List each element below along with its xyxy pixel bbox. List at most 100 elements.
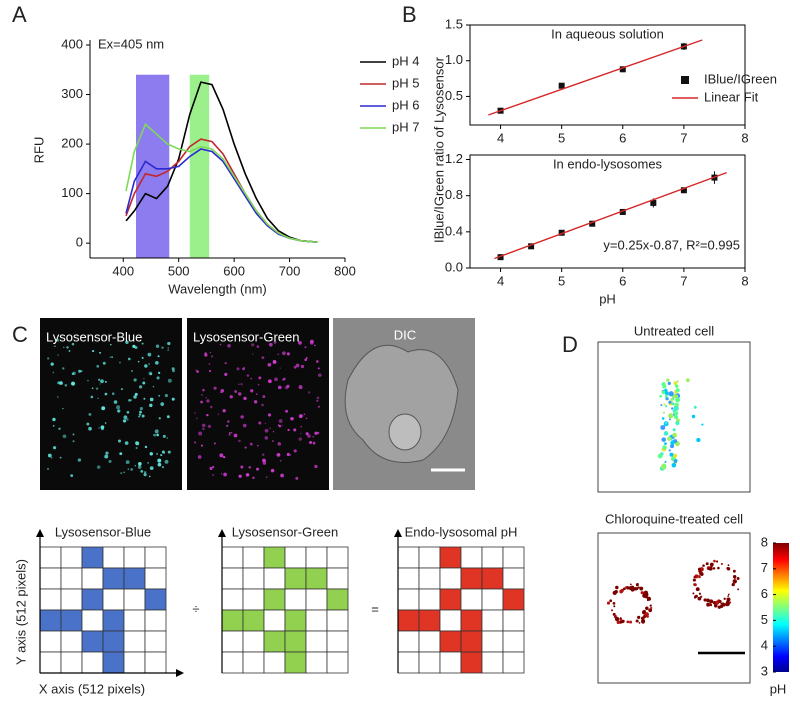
ph-dot [673,381,678,386]
speckle [70,474,74,478]
speckle [161,450,165,454]
speckle [317,367,320,370]
speckle [305,432,309,436]
speckle [219,453,224,458]
speckle [258,376,262,380]
pixel [242,546,265,569]
speckle [281,425,283,427]
ph-dot [736,577,740,580]
pixel [418,588,441,611]
legend-label: pH 4 [392,53,419,68]
speckle [117,439,122,443]
pixel [481,588,504,611]
pixel [60,567,83,590]
legend-label: pH 7 [392,119,419,134]
speckle [264,422,266,424]
pixel [481,546,504,569]
y-axis-caption: Y axis (512 pixels) [13,559,28,665]
ph-dot [693,405,697,409]
speckle [267,413,272,417]
micrograph: Lysosensor-Blue [40,318,182,490]
pixel [81,546,104,569]
pixel [418,609,441,632]
speckle [290,416,294,421]
speckle [152,385,155,388]
speckle [59,381,63,385]
pixel [123,651,146,674]
pixel [460,567,483,590]
pixel [39,609,62,632]
speckle [140,469,144,473]
speckle [228,433,231,436]
x-tick-label: 7 [680,273,687,288]
speckle [98,427,100,429]
ph-dot [664,442,667,446]
micrograph-label: Lysosensor-Green [193,329,299,344]
ph-dot [669,452,674,457]
ph-dot [626,620,630,624]
speckle [87,379,89,382]
y-tick-label: 0.5 [445,88,463,103]
spectrum-line [125,122,318,243]
x-tick-label: 6 [619,130,626,145]
pixel [221,567,244,590]
speckle [91,350,95,353]
x-tick-label: 5 [558,130,565,145]
pixel [60,630,83,653]
ph-dot [661,466,666,470]
speckle [62,407,64,410]
speckle [266,476,268,478]
speckle [202,388,205,392]
speckle [56,338,60,342]
pixel [144,567,167,590]
pixel [263,609,286,632]
speckle [205,396,207,399]
pixel [123,588,146,611]
speckle [57,354,59,356]
speckle [220,473,223,475]
ph-dot [668,400,672,404]
ph-dot [615,585,619,590]
speckle [122,419,127,423]
pixel [81,609,104,632]
speckle [141,342,144,345]
y-tick-label: 300 [61,86,83,101]
ph-dot [709,562,714,567]
spectrum-line [125,81,318,243]
speckle [286,452,290,457]
ph-dot [629,583,632,586]
speckle [249,442,253,446]
ph-dot [642,594,647,598]
speckle [139,410,143,414]
point [619,208,626,215]
ph-dot [715,560,719,563]
colorbar-tick-label: 6 [761,586,768,601]
speckle [272,431,275,433]
speckle [127,468,129,470]
speckle [206,413,209,417]
speckle [91,387,94,390]
pixel [418,546,441,569]
speckle [209,466,213,471]
speckle [253,400,258,404]
ph-dot [713,604,718,608]
ph-dot [685,378,690,383]
pixel [144,651,167,674]
x-tick-label: 4 [497,130,504,145]
speckle [120,472,123,475]
pixel [221,588,244,611]
pixel [81,567,104,590]
speckle [72,440,75,443]
speckle [233,433,238,438]
speckle [119,361,121,364]
speckle [133,395,137,399]
ph-dot [637,586,640,589]
ph-dot [610,609,614,612]
pixel [284,546,307,569]
pixel [221,630,244,653]
speckle [128,399,131,402]
speckle [130,468,134,471]
speckle [101,406,106,411]
speckle [153,433,156,437]
speckle [240,465,244,469]
